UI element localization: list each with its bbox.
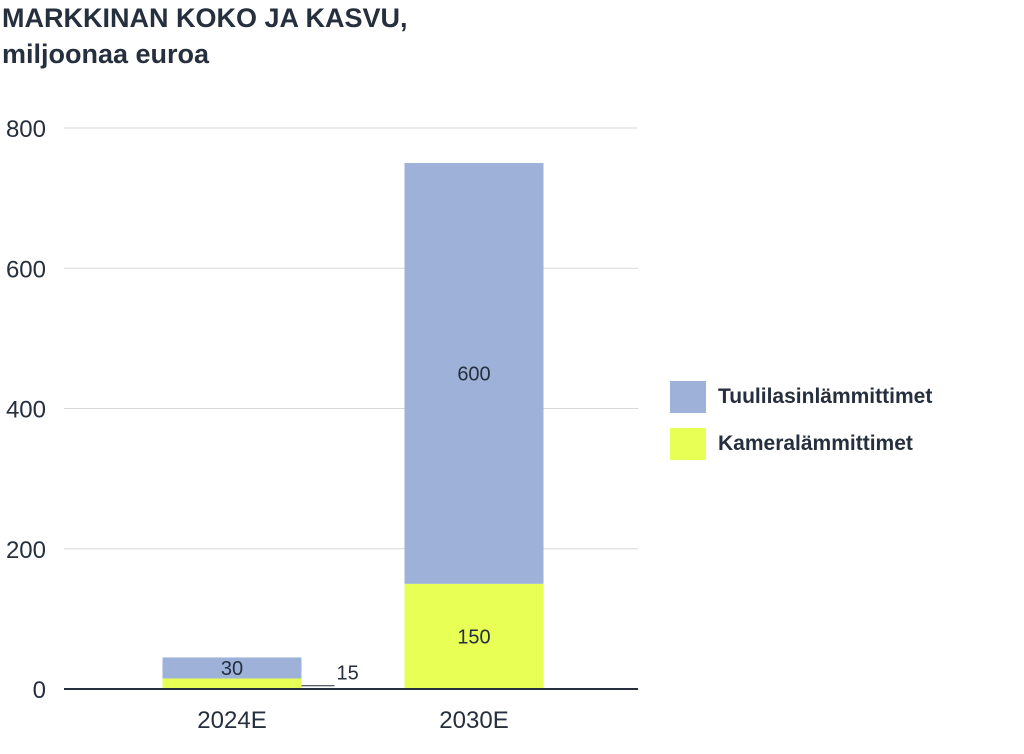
data-label: 150 — [457, 626, 490, 648]
legend-item-tuulilasinlammittimet: Tuulilasinlämmittimet — [670, 380, 932, 414]
y-tick-label: 600 — [6, 256, 46, 283]
x-tick-label: 2030E — [439, 707, 508, 734]
data-label: 30 — [221, 658, 243, 680]
y-tick-label: 800 — [6, 116, 46, 143]
subtitle-line: miljoonaa euroa — [2, 39, 210, 69]
data-label: 600 — [457, 363, 490, 385]
chart-title: MARKKINAN KOKO JA KASVU, miljoonaa euroa — [2, 0, 408, 72]
title-line: MARKKINAN KOKO JA KASVU, — [2, 3, 408, 33]
y-tick-label: 200 — [6, 537, 46, 564]
y-tick-label: 0 — [33, 677, 46, 704]
legend-swatch — [670, 381, 706, 413]
data-label: 15 — [337, 663, 359, 685]
legend-label: Tuulilasinlämmittimet — [718, 385, 933, 408]
legend-swatch — [670, 428, 706, 460]
y-tick-label: 400 — [6, 397, 46, 424]
bar-segment — [162, 678, 302, 689]
legend-label: Kameralämmittimet — [718, 432, 913, 455]
legend-item-kameralammittimet: Kameralämmittimet — [670, 427, 932, 461]
bar-segment — [162, 657, 302, 679]
legend: Tuulilasinlämmittimet Kameralämmittimet — [670, 380, 932, 474]
x-tick-label: 2024E — [197, 707, 266, 734]
bar-segment — [404, 163, 544, 584]
bar-segment — [404, 583, 544, 689]
